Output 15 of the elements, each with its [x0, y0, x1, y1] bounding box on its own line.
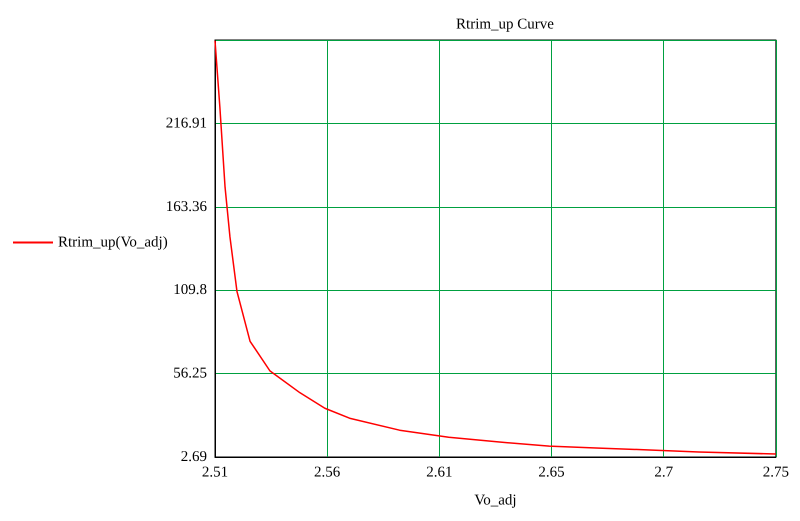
line-series: [214, 40, 777, 455]
x-tick-label: 2.61: [426, 464, 452, 480]
y-tick-label: 109.8: [173, 282, 207, 298]
legend-label: Rtrim_up(Vo_adj): [58, 234, 168, 250]
y-tick-label: 216.91: [166, 115, 207, 132]
x-axis-title: Vo_adj: [474, 492, 517, 508]
y-tick-label: 2.69: [180, 449, 207, 465]
x-tick-label: 2.65: [538, 464, 565, 480]
x-tick-label: 2.7: [654, 464, 674, 480]
x-tick-label: 2.75: [762, 464, 789, 480]
chart-title: Rtrim_up Curve: [456, 16, 554, 32]
y-tick-label: 163.36: [166, 198, 208, 215]
x-tick-label: 2.56: [314, 464, 341, 480]
x-tick-label: 2.51: [202, 464, 228, 480]
y-tick-label: 56.25: [173, 366, 207, 382]
